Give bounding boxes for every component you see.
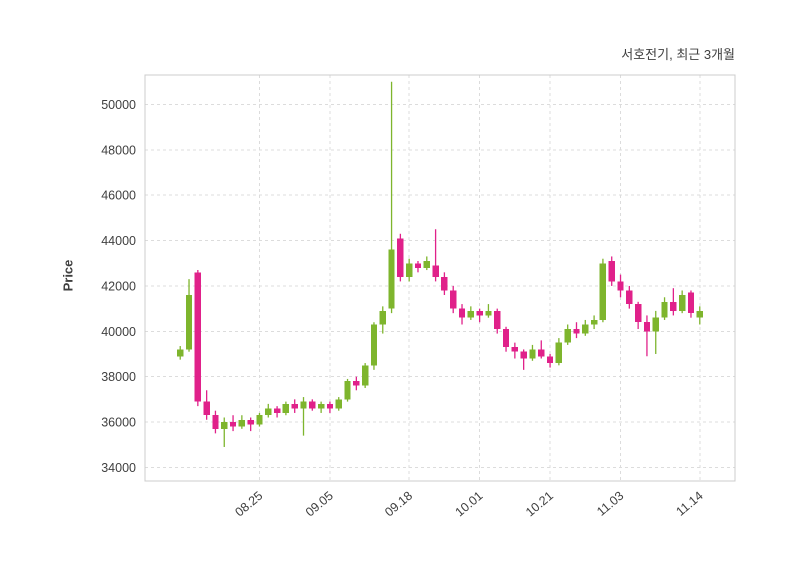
candle-body — [309, 401, 316, 409]
x-tick-label: 09.05 — [303, 489, 336, 520]
candle-body — [687, 292, 695, 314]
candle-body — [670, 301, 677, 311]
candle-body — [555, 342, 563, 364]
candle-body — [317, 403, 325, 409]
plot-border — [144, 74, 736, 482]
candle-body — [221, 422, 228, 429]
candle-body — [335, 399, 342, 409]
candle-body — [652, 317, 659, 332]
candle-body — [441, 276, 448, 291]
candle-body — [564, 329, 571, 343]
candle-body — [185, 295, 193, 350]
candle-body — [582, 324, 589, 334]
candle-body — [247, 419, 254, 425]
candle-body — [238, 419, 246, 427]
candle-body — [282, 403, 290, 413]
candle-body — [538, 349, 545, 357]
candle-body — [634, 304, 642, 323]
candle-body — [458, 308, 466, 318]
y-tick-label: 48000 — [101, 143, 136, 157]
x-tick-label: 11.03 — [594, 489, 626, 519]
candle-body — [511, 347, 519, 352]
candle-body — [643, 322, 651, 332]
y-axis-label: Price — [60, 259, 76, 292]
candle-body — [617, 281, 624, 291]
candle-body — [485, 310, 492, 316]
candle-body — [397, 238, 404, 277]
candle-body — [432, 265, 439, 277]
y-tick-label: 40000 — [101, 325, 136, 339]
y-tick-label: 46000 — [101, 189, 136, 203]
candle-body — [265, 408, 272, 416]
candle-body — [678, 295, 686, 311]
y-tick-label: 36000 — [101, 416, 136, 430]
candle-body — [203, 401, 210, 416]
candle-body — [406, 263, 413, 277]
y-tick-label: 42000 — [101, 279, 136, 293]
candle-body — [494, 310, 501, 330]
y-tick-label: 38000 — [101, 370, 136, 384]
candle-body — [423, 260, 430, 268]
candle-body — [194, 272, 202, 402]
candle-body — [626, 290, 633, 305]
candle-body — [546, 356, 554, 364]
candle-body — [361, 365, 369, 386]
y-tick-label: 44000 — [101, 234, 136, 248]
candle-body — [177, 349, 184, 357]
candle-body — [590, 319, 598, 325]
x-tick-label: 10.21 — [523, 489, 556, 520]
candle-body — [326, 403, 334, 409]
candle-body — [212, 415, 219, 429]
candle-body — [502, 329, 510, 348]
candle-body — [696, 310, 703, 318]
candle-body — [388, 249, 395, 309]
candle-body — [291, 403, 298, 409]
x-tick-label: 09.18 — [382, 489, 415, 520]
candle-body — [608, 260, 615, 282]
candle-body — [300, 401, 307, 409]
candle-body — [344, 381, 351, 400]
candle-body — [573, 329, 580, 334]
candle-body — [229, 422, 237, 427]
x-tick-label: 08.25 — [232, 489, 265, 520]
x-tick-label: 10.01 — [453, 489, 486, 520]
candle-body — [414, 263, 422, 268]
candle-body — [476, 310, 483, 316]
candle-body — [379, 310, 386, 325]
y-tick-label: 34000 — [101, 461, 136, 475]
x-tick-label: 11.14 — [673, 489, 705, 519]
candle-body — [256, 415, 263, 425]
candle-body — [450, 290, 457, 309]
chart-title: 서호전기, 최근 3개월 — [621, 47, 735, 62]
candle-body — [353, 381, 360, 386]
candle-body — [467, 310, 474, 318]
candle-body — [520, 351, 527, 359]
candle-body — [529, 349, 536, 359]
candle-body — [599, 263, 607, 320]
candle-body — [273, 408, 281, 413]
candle-body — [661, 301, 668, 318]
candle-body — [370, 324, 378, 366]
y-tick-label: 50000 — [101, 98, 136, 112]
